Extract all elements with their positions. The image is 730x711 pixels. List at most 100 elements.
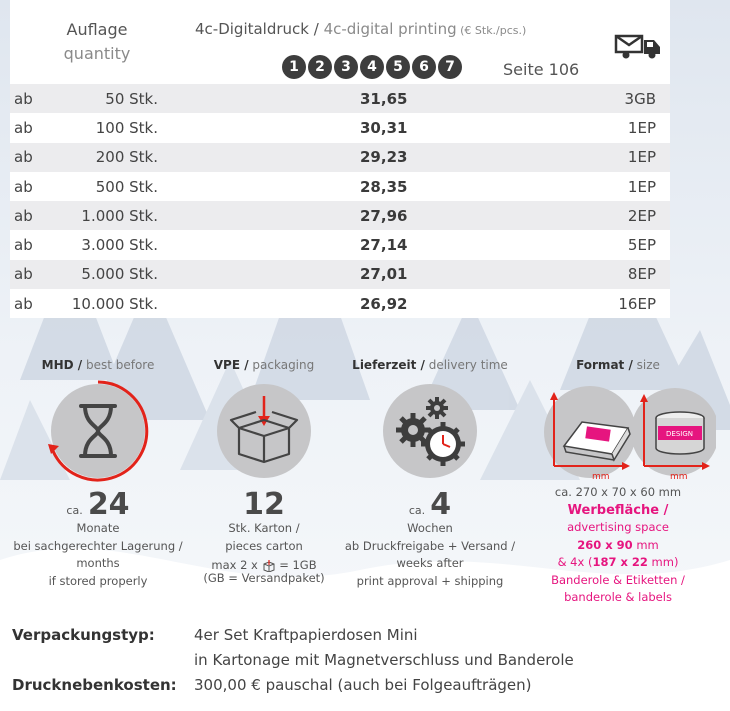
price-row-price: 31,65 bbox=[360, 89, 408, 108]
product-dimensions-icon: mm DESIGN mm bbox=[544, 386, 716, 482]
open-box-icon bbox=[217, 384, 311, 478]
price-row-delivery: 1EP bbox=[627, 148, 656, 167]
lieferzeit-unit: Wochen bbox=[407, 521, 453, 535]
price-row-price: 28,35 bbox=[360, 177, 408, 196]
svg-text:mm: mm bbox=[670, 472, 688, 482]
price-row-price: 27,01 bbox=[360, 265, 408, 284]
mhd-line2: months bbox=[76, 556, 120, 570]
option-number-2: 2 bbox=[308, 55, 332, 79]
mhd-line1: bei sachgerechter Lagerung / bbox=[13, 538, 183, 553]
price-row-quantity: 1.000 Stk. bbox=[81, 206, 158, 225]
price-row-quantity: 50 Stk. bbox=[105, 89, 158, 108]
vpe-line3: (GB = Versandpaket) bbox=[203, 571, 325, 585]
price-row-delivery: 3GB bbox=[624, 89, 656, 108]
price-rows: ab 50 Stk. 31,65 3GB ab 100 Stk. 30,31 1EP ab 200… bbox=[10, 84, 670, 318]
pack-type-line2: in Kartonage mit Magnetverschluss und Ba… bbox=[194, 651, 574, 669]
price-row-delivery: 1EP bbox=[627, 118, 656, 137]
lieferzeit-title: Lieferzeit / delivery time bbox=[352, 358, 508, 372]
option-number-3: 3 bbox=[334, 55, 358, 79]
price-header-en: 4c-digital printing bbox=[323, 20, 457, 38]
price-row-quantity: 10.000 Stk. bbox=[71, 294, 158, 313]
pack-type-line1: 4er Set Kraftpapierdosen Mini bbox=[194, 626, 418, 644]
quantity-header-de: Auflage bbox=[66, 20, 128, 39]
price-row-prefix: ab bbox=[14, 294, 33, 313]
price-header-de: 4c-Digitaldruck / bbox=[195, 20, 324, 38]
option-number-1: 1 bbox=[282, 55, 306, 79]
option-number-5: 5 bbox=[386, 55, 410, 79]
price-row: ab 3.000 Stk. 27,14 5EP bbox=[10, 230, 670, 259]
option-number-6: 6 bbox=[412, 55, 436, 79]
price-row-price: 26,92 bbox=[360, 294, 408, 313]
price-table: Auflage quantity 4c-Digitaldruck / 4c-di… bbox=[10, 0, 670, 318]
format-ad-size: 260 x 90 mm bbox=[577, 537, 659, 552]
pack-type-row: Verpackungstyp: 4er Set Kraftpapierdosen… bbox=[12, 626, 574, 669]
price-row-prefix: ab bbox=[14, 177, 33, 196]
price-row: ab 100 Stk. 30,31 1EP bbox=[10, 113, 670, 142]
parcel-icon bbox=[263, 559, 275, 573]
lieferzeit-line1: ab Druckfreigabe + Versand / bbox=[344, 538, 516, 553]
lieferzeit-ca: ca. bbox=[408, 504, 426, 517]
vpe-line2: max 2 x = 1GB bbox=[211, 558, 317, 573]
format-title: Format / size bbox=[576, 358, 660, 372]
price-row-delivery: 16EP bbox=[618, 294, 656, 313]
svg-text:DESIGN: DESIGN bbox=[666, 430, 693, 438]
format-ad2: & 4x (187 x 22 mm) bbox=[557, 555, 679, 569]
svg-text:mm: mm bbox=[592, 472, 610, 482]
format-ad-en: advertising space bbox=[567, 520, 669, 534]
mhd-line3: if stored properly bbox=[48, 573, 148, 588]
format-block: Format / size mm DESIGN mm ca. 270 x 70 … bbox=[520, 358, 716, 607]
quantity-header-en: quantity bbox=[63, 44, 131, 63]
price-row: ab 5.000 Stk. 27,01 8EP bbox=[10, 259, 670, 290]
vpe-title: VPE / packaging bbox=[213, 358, 315, 372]
page-reference: Seite 106 bbox=[503, 60, 580, 79]
price-row-price: 29,23 bbox=[360, 148, 408, 167]
lieferzeit-block: Lieferzeit / delivery time bbox=[342, 358, 518, 590]
price-row-price: 27,14 bbox=[360, 236, 408, 255]
hourglass-icon bbox=[48, 380, 149, 482]
vpe-value: 12 bbox=[243, 487, 285, 522]
price-row-quantity: 5.000 Stk. bbox=[81, 265, 158, 284]
extra-costs-value: 300,00 € pauschal (auch bei Folgeaufträg… bbox=[194, 676, 532, 694]
price-row-quantity: 200 Stk. bbox=[95, 148, 158, 167]
extra-costs-row: Drucknebenkosten: 300,00 € pauschal (auc… bbox=[12, 676, 532, 694]
lieferzeit-line2: weeks after bbox=[396, 556, 464, 570]
vpe-line1: pieces carton bbox=[225, 538, 303, 553]
mhd-unit: Monate bbox=[76, 521, 120, 535]
price-row-delivery: 1EP bbox=[627, 177, 656, 196]
price-row-price: 30,31 bbox=[360, 118, 408, 137]
price-row-delivery: 2EP bbox=[627, 206, 656, 225]
price-row-prefix: ab bbox=[14, 206, 33, 225]
price-row-prefix: ab bbox=[14, 265, 33, 284]
extra-costs-label: Drucknebenkosten: bbox=[12, 676, 177, 694]
price-unit: (€ Stk./pcs.) bbox=[456, 24, 527, 37]
price-row: ab 50 Stk. 31,65 3GB bbox=[10, 84, 670, 114]
price-row-delivery: 5EP bbox=[627, 236, 656, 255]
mhd-value: 24 bbox=[87, 487, 130, 522]
vpe-unit: Stk. Karton / bbox=[228, 521, 300, 535]
lieferzeit-line3: print approval + shipping bbox=[356, 573, 504, 588]
price-row-quantity: 100 Stk. bbox=[95, 118, 158, 137]
price-row-quantity: 500 Stk. bbox=[95, 177, 158, 196]
mhd-ca: ca. bbox=[66, 504, 83, 517]
price-row: ab 500 Stk. 28,35 1EP bbox=[10, 172, 670, 201]
price-row-quantity: 3.000 Stk. bbox=[81, 236, 158, 255]
price-header: 4c-Digitaldruck / 4c-digital printing (€… bbox=[195, 20, 526, 38]
format-band-en: banderole & labels bbox=[564, 590, 672, 604]
price-row-delivery: 8EP bbox=[627, 265, 656, 284]
format-dims: ca. 270 x 70 x 60 mm bbox=[554, 485, 682, 499]
price-row: ab 1.000 Stk. 27,96 2EP bbox=[10, 201, 670, 231]
price-row-prefix: ab bbox=[14, 118, 33, 137]
price-row-prefix: ab bbox=[14, 148, 33, 167]
mhd-block: MHD / best before ca. 24 Monate bei sach… bbox=[10, 358, 186, 590]
price-row: ab 10.000 Stk. 26,92 16EP bbox=[10, 289, 670, 318]
lieferzeit-value: 4 bbox=[430, 487, 452, 522]
price-row-prefix: ab bbox=[14, 89, 33, 108]
gears-clock-icon bbox=[383, 384, 477, 478]
format-ad-de: Werbefläche / bbox=[567, 502, 669, 518]
price-row-price: 27,96 bbox=[360, 206, 408, 225]
price-row-prefix: ab bbox=[14, 236, 33, 255]
vpe-block: VPE / packaging 12 Stk. Karton / pieces … bbox=[196, 358, 332, 584]
truck-parcel-icon bbox=[614, 34, 660, 59]
option-number-7: 7 bbox=[438, 55, 462, 79]
